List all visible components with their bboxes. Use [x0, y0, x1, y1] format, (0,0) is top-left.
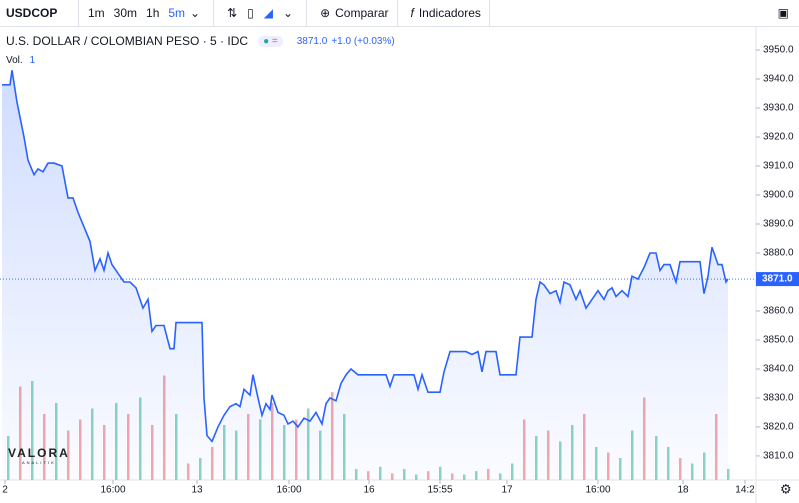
separator	[488, 0, 490, 27]
area	[2, 70, 728, 481]
x-tick-label: 16:00	[276, 485, 301, 496]
legend-price: 3871.0	[296, 35, 328, 47]
separator	[306, 0, 308, 27]
x-tick-label: 16:00	[585, 485, 610, 496]
x-tick-label: 14:2	[735, 485, 755, 496]
interval[interactable]: 30m	[113, 6, 138, 20]
x-tick-label: 2	[2, 485, 8, 496]
last-price-label: 3871.0	[762, 274, 793, 285]
y-tick-label: 3810.0	[763, 451, 794, 462]
x-tick-label: 15:55	[427, 485, 452, 496]
status-pill[interactable]: ● =	[258, 35, 283, 47]
y-tick-label: 3880.0	[763, 248, 794, 259]
y-tick-label: 3910.0	[763, 161, 794, 172]
indicators-button[interactable]: Indicadores	[418, 6, 481, 20]
legend: U.S. DOLLAR / COLOMBIAN PESO · 5 · IDC ●…	[6, 34, 395, 48]
last-price-tag	[756, 272, 799, 287]
interval[interactable]: 1m	[88, 6, 105, 20]
x-tick-label: 13	[191, 485, 203, 496]
chart: 3810.03820.03830.03840.03850.03860.03870…	[0, 27, 799, 503]
separator	[396, 0, 398, 27]
compare-button[interactable]: Comparar	[335, 6, 389, 20]
watermark-sub: ANALITIK	[21, 460, 56, 465]
toolbar: USDCOP 1m 30m 1h 5m ⌄ ⇅ ▯ ◢ ⌄ ⊕ Comparar…	[0, 0, 799, 27]
symbol[interactable]: USDCOP	[0, 0, 79, 27]
legend-title: U.S. DOLLAR / COLOMBIAN PESO · 5 · IDC	[6, 34, 249, 48]
y-tick-label: 3950.0	[763, 45, 794, 56]
volume-bar	[727, 469, 730, 480]
x-tick-label: 16:00	[100, 485, 125, 496]
interval[interactable]: 5m	[168, 6, 186, 20]
volume-legend: Vol. 1	[6, 55, 35, 66]
dropdown[interactable]: ⌄	[190, 6, 201, 20]
settings-icon: ⚙	[780, 481, 792, 496]
y-tick-label: 3890.0	[763, 219, 794, 230]
y-tick-label: 3940.0	[763, 74, 794, 85]
watermark: VALORA ANALITIK	[8, 446, 70, 465]
y-tick-label: 3920.0	[763, 132, 794, 143]
bars-icon[interactable]: ⇅	[227, 6, 238, 20]
indicators-icon[interactable]: f	[410, 6, 414, 20]
interval[interactable]: 1h	[146, 6, 160, 20]
y-tick-label: 3820.0	[763, 422, 794, 433]
price-line	[2, 70, 729, 443]
y-tick-label: 3900.0	[763, 190, 794, 201]
x-tick-label: 18	[677, 485, 689, 496]
y-tick-label: 3850.0	[763, 335, 794, 346]
snapshot-icon[interactable]: ▣	[777, 6, 789, 20]
separator	[213, 0, 215, 27]
x-tick-label: 17	[501, 485, 513, 496]
candles-icon[interactable]: ▯	[247, 6, 254, 20]
y-tick-label: 3930.0	[763, 103, 794, 114]
y-tick-label: 3840.0	[763, 364, 794, 375]
volume-value: 1	[29, 55, 36, 66]
compare-icon[interactable]: ⊕	[320, 6, 331, 20]
watermark-name: VALORA	[8, 446, 70, 460]
y-tick-label: 3830.0	[763, 393, 794, 404]
legend-change: +1.0 (+0.03%)	[331, 35, 395, 47]
x-tick-label: 16	[363, 485, 375, 496]
area-icon[interactable]: ◢	[263, 6, 274, 20]
y-tick-label: 3860.0	[763, 306, 794, 317]
volume-label: Vol.	[6, 55, 23, 66]
dropdown[interactable]: ⌄	[283, 6, 294, 20]
